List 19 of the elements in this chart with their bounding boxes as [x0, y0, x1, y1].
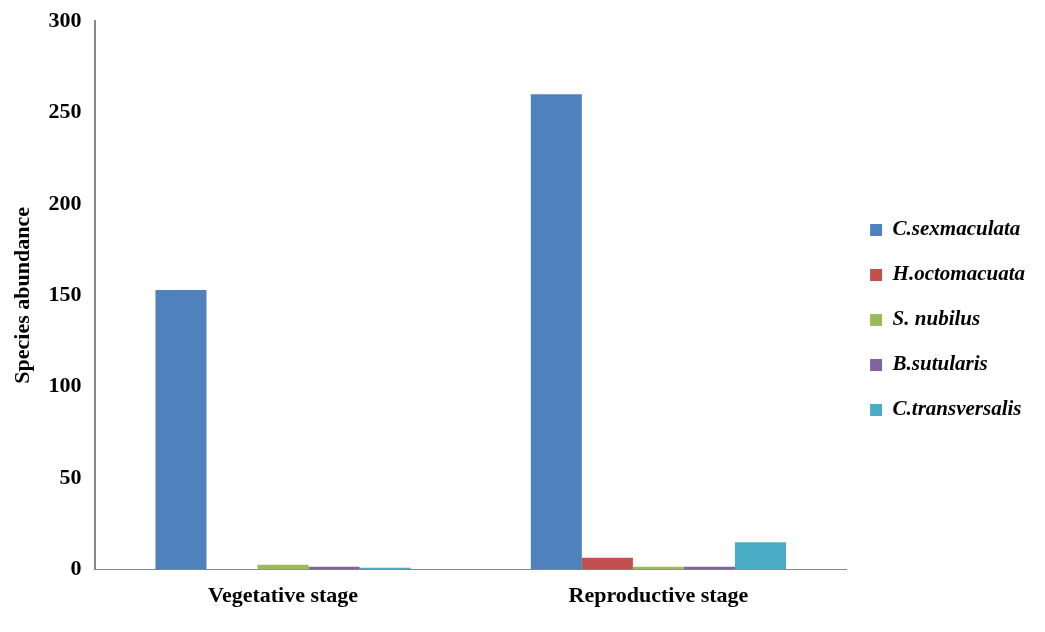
y-tick-label: 150 — [48, 281, 82, 307]
bar — [155, 289, 207, 570]
y-tick-label: 250 — [48, 98, 82, 124]
y-tick-label: 300 — [48, 6, 82, 32]
y-axis-title: Species abundance — [8, 206, 34, 384]
bar — [530, 94, 582, 570]
y-tick-label: 100 — [48, 372, 82, 398]
y-tick-label: 200 — [48, 189, 82, 215]
legend-label: B.sutularis — [891, 351, 988, 376]
y-tick-label: 50 — [59, 463, 82, 489]
x-tick-label: Reproductive stage — [568, 582, 749, 608]
legend-label: S. nubilus — [892, 306, 981, 331]
x-tick-label: Vegetative stage — [208, 582, 359, 608]
legend-label: C.transversalis — [892, 396, 1022, 421]
bar — [581, 557, 633, 570]
legend-label: C.sexmaculata — [892, 216, 1021, 241]
bar — [734, 542, 787, 570]
legend-label: H.octomacuata — [891, 261, 1026, 286]
y-tick-label: 0 — [70, 555, 82, 581]
